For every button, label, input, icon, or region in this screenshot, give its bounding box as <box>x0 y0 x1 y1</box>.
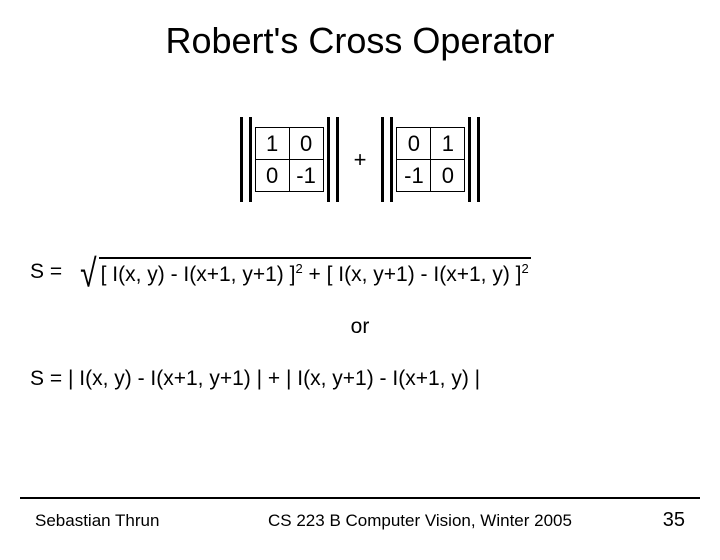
kernel-2-cell: 0 <box>431 160 465 192</box>
formula-1-prefix: S = <box>30 260 62 284</box>
kernel-1-matrix: 1 0 0 -1 <box>255 127 324 192</box>
kernel-1-cell: 0 <box>255 160 289 192</box>
formula-1-body: [ I(x, y) - I(x+1, y+1) ]2 + [ I(x, y+1)… <box>99 257 531 287</box>
footer-page-number: 35 <box>625 509 685 532</box>
formula-1-sup1: 2 <box>295 261 302 276</box>
abs-bar-left-inner <box>249 117 252 202</box>
footer-course: CS 223 B Computer Vision, Winter 2005 <box>215 511 625 531</box>
footer-content: Sebastian Thrun CS 223 B Computer Vision… <box>0 509 720 532</box>
abs-bar-right-inner <box>468 117 471 202</box>
abs-bar-left <box>381 117 384 202</box>
formula-1-sup2: 2 <box>522 261 529 276</box>
abs-bar-left-inner <box>390 117 393 202</box>
plus-sign: + <box>354 147 367 173</box>
kernel-2-cell: 0 <box>397 128 431 160</box>
slide-title: Robert's Cross Operator <box>0 20 720 62</box>
kernels-row: 1 0 0 -1 + 0 1 -1 0 <box>0 117 720 202</box>
footer-divider <box>20 497 700 499</box>
formula-1-part1: [ I(x, y) - I(x+1, y+1) ] <box>101 263 296 286</box>
abs-bar-left <box>240 117 243 202</box>
sqrt-icon: √ <box>80 255 96 294</box>
or-label: or <box>0 315 720 339</box>
kernel-1-cell: -1 <box>289 160 323 192</box>
formula-1-plus: + <box>303 263 327 286</box>
kernel-1-cell: 0 <box>289 128 323 160</box>
kernel-2-cell: -1 <box>397 160 431 192</box>
kernel-1-group: 1 0 0 -1 <box>237 117 342 202</box>
footer-author: Sebastian Thrun <box>35 511 215 531</box>
abs-bar-right <box>336 117 339 202</box>
formula-2-body: | I(x, y) - I(x+1, y+1) | + | I(x, y+1) … <box>68 367 480 390</box>
footer: Sebastian Thrun CS 223 B Computer Vision… <box>0 497 720 532</box>
formula-2-prefix: S = <box>30 367 68 390</box>
kernel-2-cell: 1 <box>431 128 465 160</box>
kernel-2-group: 0 1 -1 0 <box>378 117 483 202</box>
kernel-2-matrix: 0 1 -1 0 <box>396 127 465 192</box>
formula-1: S = √ [ I(x, y) - I(x+1, y+1) ]2 + [ I(x… <box>30 257 720 287</box>
sqrt-wrap: √ [ I(x, y) - I(x+1, y+1) ]2 + [ I(x, y+… <box>80 257 531 287</box>
kernel-1-cell: 1 <box>255 128 289 160</box>
formula-1-part2: [ I(x, y+1) - I(x+1, y) ] <box>327 263 522 286</box>
abs-bar-right <box>477 117 480 202</box>
abs-bar-right-inner <box>327 117 330 202</box>
formula-2: S = | I(x, y) - I(x+1, y+1) | + | I(x, y… <box>30 367 720 391</box>
